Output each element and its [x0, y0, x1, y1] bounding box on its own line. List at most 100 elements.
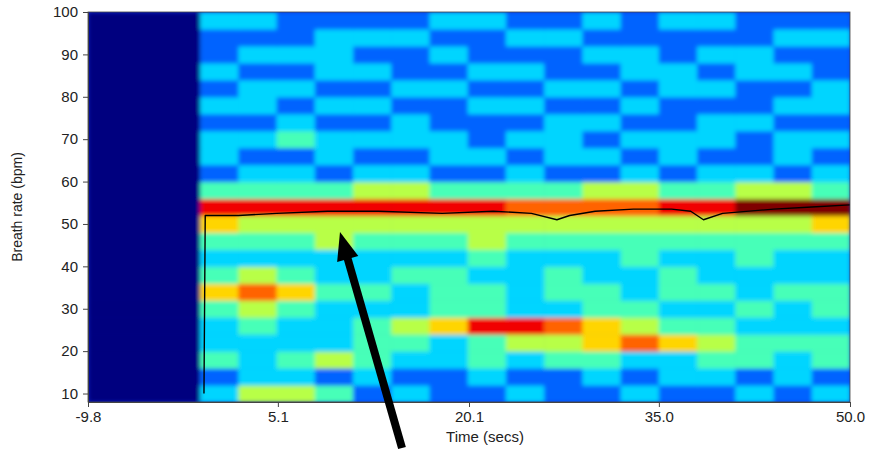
heatmap-cell — [506, 317, 545, 335]
heatmap-cell — [88, 385, 201, 402]
heatmap-cell — [315, 334, 354, 352]
heatmap-cell — [582, 114, 621, 132]
heatmap-cell — [429, 385, 468, 402]
heatmap-cell — [200, 63, 239, 81]
heatmap-cell — [468, 165, 507, 183]
trace-line — [204, 205, 850, 394]
heatmap-cell — [659, 199, 698, 217]
x-tick: 20.1 — [455, 402, 484, 425]
y-tick: 20 — [61, 342, 88, 359]
heatmap-cell — [353, 131, 392, 149]
heatmap-cell — [88, 334, 201, 352]
heatmap-cell — [774, 46, 813, 64]
heatmap-cell — [429, 148, 468, 166]
heatmap-cell — [200, 114, 239, 132]
x-tick: 5.1 — [268, 402, 289, 425]
heatmap-cell — [468, 351, 507, 369]
heatmap-cell — [391, 46, 430, 64]
heatmap-cell — [774, 368, 813, 386]
heatmap-cell — [429, 46, 468, 64]
heatmap-cell — [735, 29, 774, 47]
heatmap-cell — [659, 63, 698, 81]
heatmap-cell — [391, 165, 430, 183]
heatmap-cell — [391, 182, 430, 200]
heatmap-cell — [391, 232, 430, 250]
heatmap-cell — [774, 385, 813, 402]
heatmap-cell — [697, 114, 736, 132]
heatmap-cell — [506, 215, 545, 233]
x-tick-mark — [469, 402, 470, 407]
heatmap-cell — [774, 317, 813, 335]
heatmap-cell — [200, 131, 239, 149]
heatmap-cell — [697, 46, 736, 64]
heatmap-cell — [238, 80, 277, 98]
heatmap-cell — [238, 334, 277, 352]
heatmap-cell — [200, 80, 239, 98]
y-tick-label: 90 — [61, 46, 78, 63]
heatmap-cell — [544, 46, 583, 64]
heatmap-cell — [277, 385, 316, 402]
heatmap-cell — [582, 317, 621, 335]
heatmap-cell — [774, 215, 813, 233]
y-tick: 10 — [61, 385, 88, 402]
heatmap-cell — [582, 266, 621, 284]
heatmap-cell — [353, 215, 392, 233]
heatmap-cell — [582, 300, 621, 318]
y-tick-mark — [83, 351, 88, 352]
heatmap-cell — [429, 317, 468, 335]
x-tick-mark — [850, 402, 851, 407]
heatmap-cell — [774, 351, 813, 369]
heatmap-cell — [506, 249, 545, 267]
heatmap-cell — [659, 148, 698, 166]
heatmap-cell — [735, 165, 774, 183]
heatmap-cell — [582, 46, 621, 64]
heatmap-cell — [277, 182, 316, 200]
y-tick: 100 — [53, 3, 88, 20]
heatmap-cell — [429, 215, 468, 233]
heatmap-cell — [277, 317, 316, 335]
heatmap-cell — [659, 97, 698, 115]
heatmap-cell — [200, 249, 239, 267]
heatmap-cell — [238, 63, 277, 81]
y-tick-label: 20 — [61, 342, 78, 359]
heatmap-cell — [88, 266, 201, 284]
heatmap-cell — [429, 80, 468, 98]
heatmap-cell — [812, 215, 850, 233]
y-tick: 30 — [61, 300, 88, 317]
heatmap-cell — [315, 215, 354, 233]
heatmap-cell — [88, 351, 201, 369]
heatmap-cell — [391, 385, 430, 402]
heatmap-cell — [697, 249, 736, 267]
y-tick: 90 — [61, 46, 88, 63]
heatmap-cell — [812, 46, 850, 64]
heatmap-cell — [697, 283, 736, 301]
heatmap-cell — [812, 165, 850, 183]
plot-area — [88, 12, 850, 402]
heatmap-cell — [774, 232, 813, 250]
heatmap-cell — [353, 114, 392, 132]
heatmap-cell — [468, 114, 507, 132]
heatmap-cell — [315, 317, 354, 335]
heatmap-cell — [812, 300, 850, 318]
heatmap-cell — [238, 148, 277, 166]
heatmap-cell — [812, 29, 850, 47]
heatmap-cell — [429, 232, 468, 250]
heatmap-cell — [88, 46, 201, 64]
heatmap-cell — [506, 283, 545, 301]
heatmap-cell — [238, 385, 277, 402]
heatmap-cell — [429, 351, 468, 369]
x-tick: 50.0 — [836, 402, 865, 425]
heatmap-cell — [812, 182, 850, 200]
heatmap — [88, 12, 850, 402]
heatmap-cell — [391, 148, 430, 166]
heatmap-cell — [238, 131, 277, 149]
heatmap-cell — [659, 165, 698, 183]
heatmap-cell — [582, 232, 621, 250]
heatmap-cell — [391, 215, 430, 233]
heatmap-cell — [200, 29, 239, 47]
heatmap-cell — [544, 131, 583, 149]
heatmap-cell — [735, 97, 774, 115]
heatmap-cell — [468, 249, 507, 267]
y-tick: 50 — [61, 215, 88, 232]
heatmap-cell — [391, 249, 430, 267]
